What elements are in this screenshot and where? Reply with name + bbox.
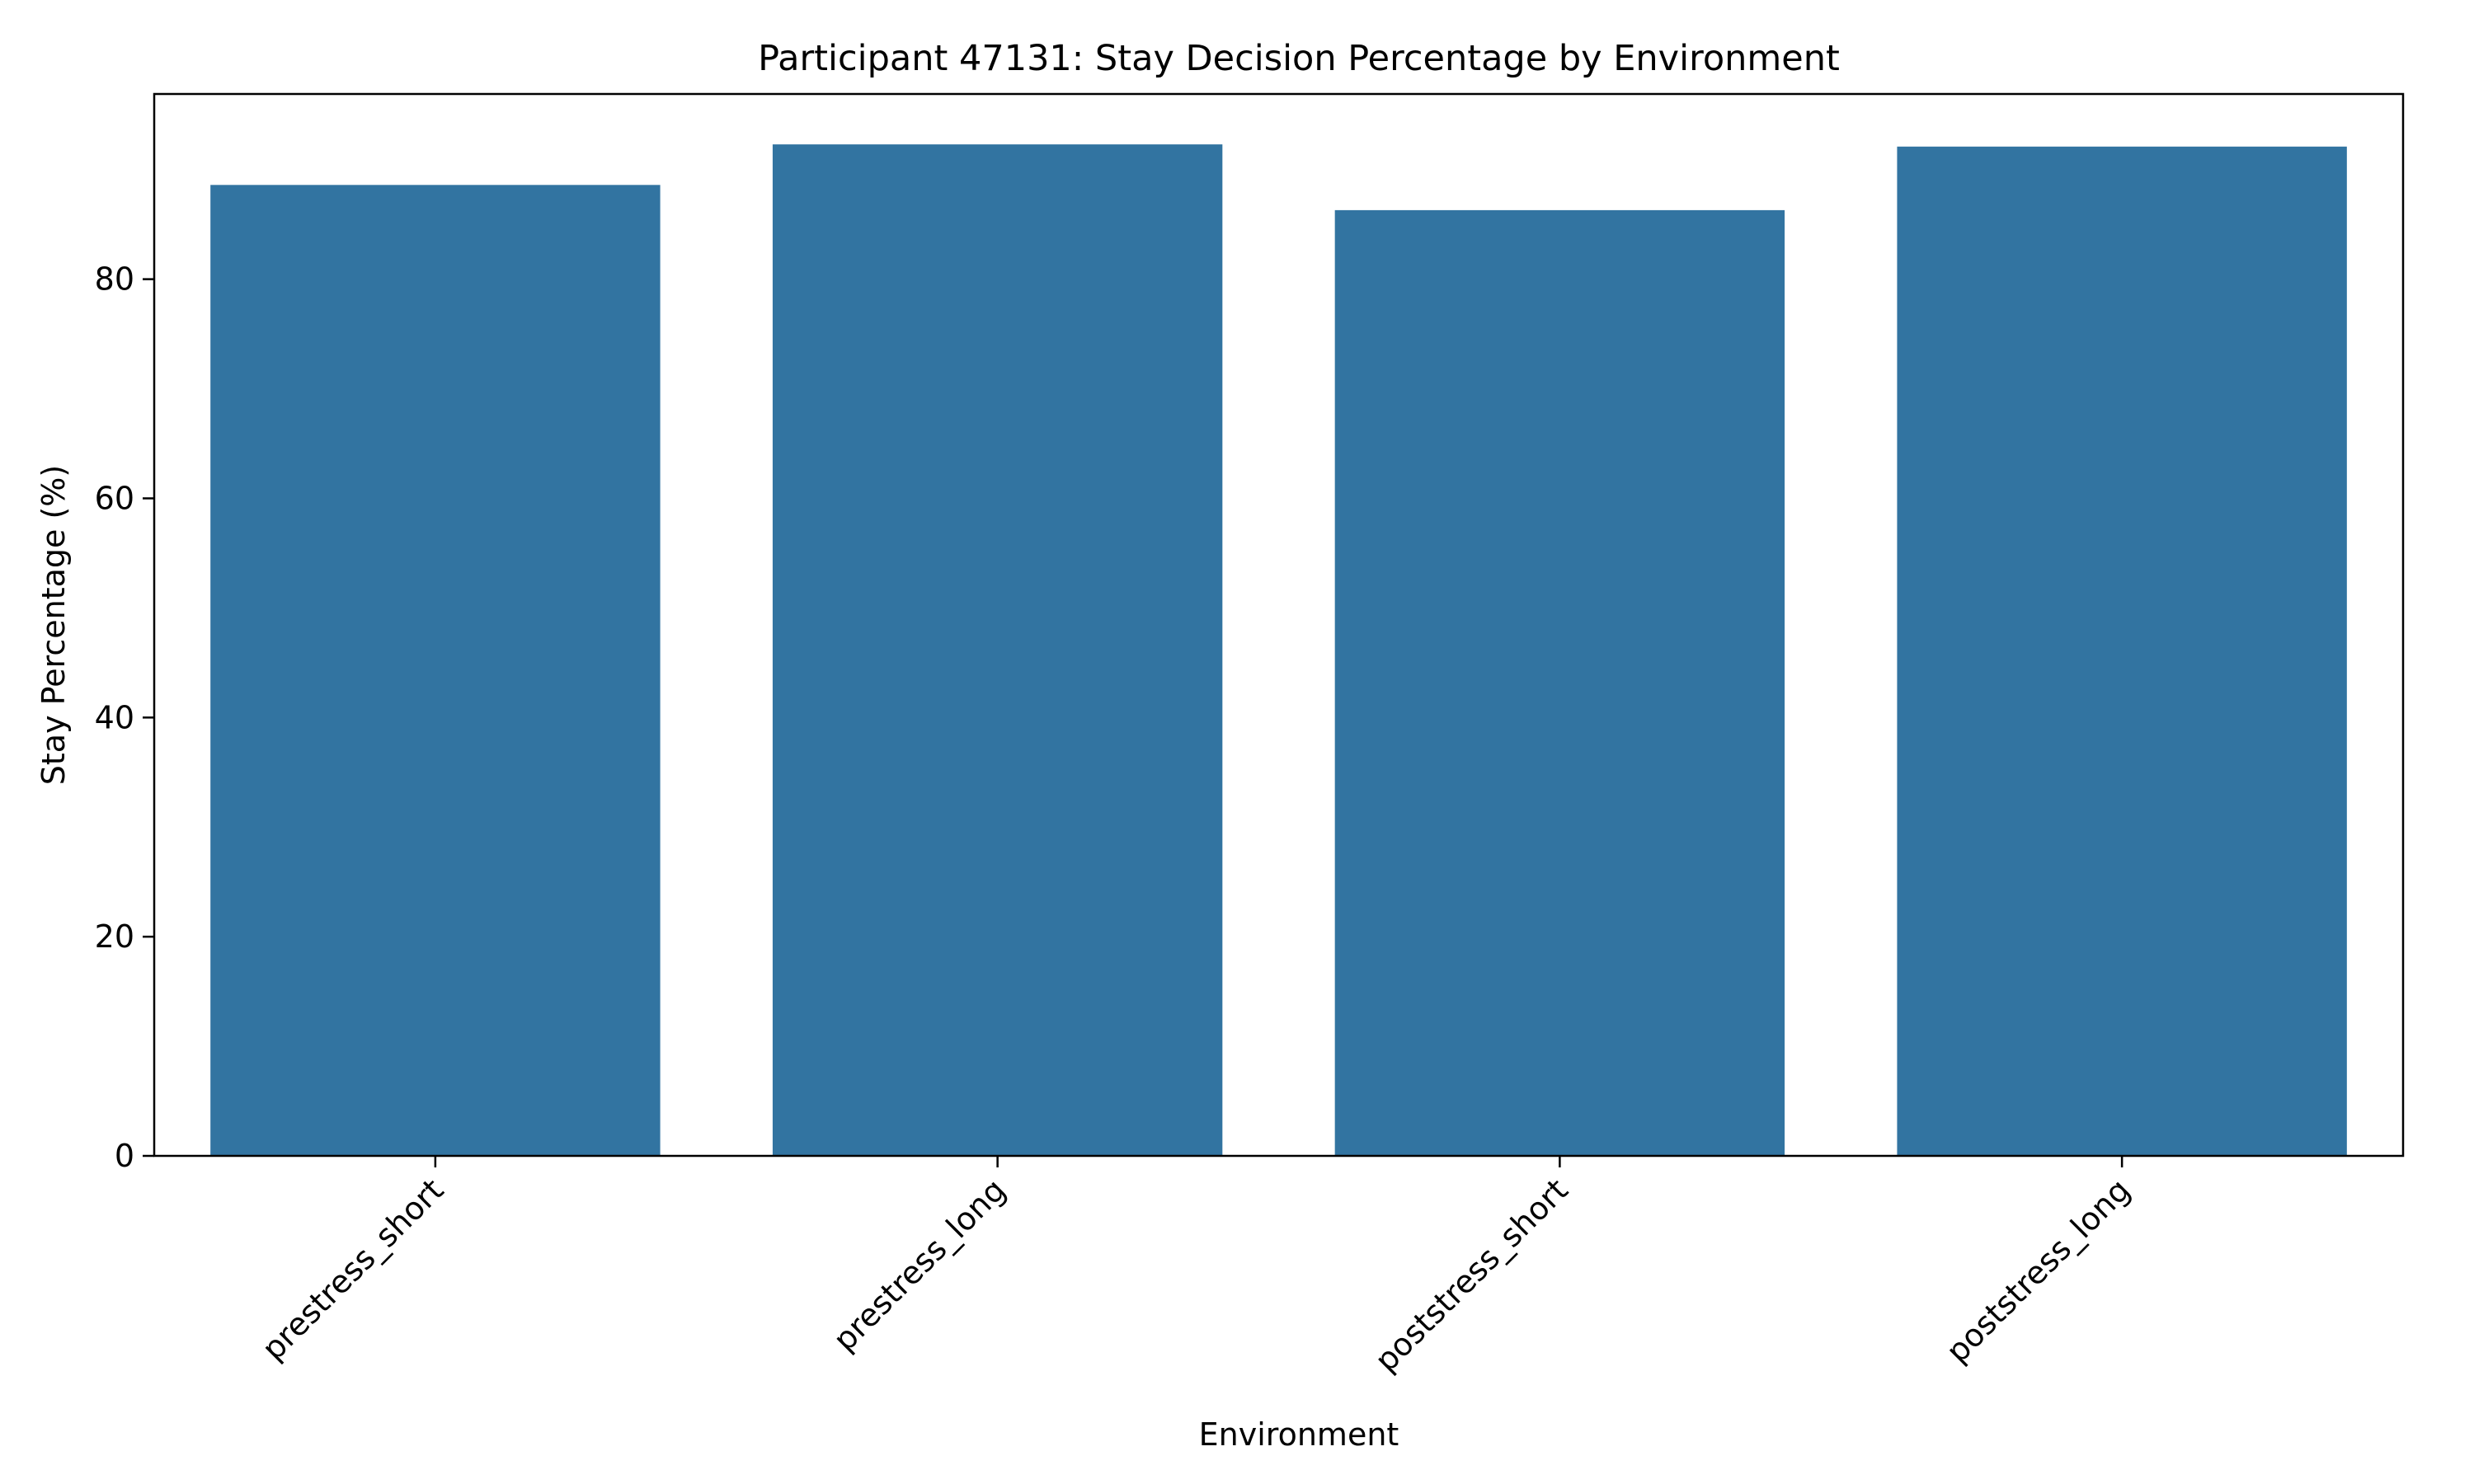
bar-poststress-long bbox=[1897, 146, 2347, 1156]
chart-title: Participant 47131: Stay Decision Percent… bbox=[758, 38, 1840, 79]
bar-prestress-long bbox=[772, 144, 1223, 1156]
y-tick-label: 20 bbox=[95, 918, 134, 955]
y-tick-label: 80 bbox=[95, 261, 134, 298]
y-tick-label: 40 bbox=[95, 699, 134, 735]
y-tick-label: 60 bbox=[95, 480, 134, 516]
x-axis-label: Environment bbox=[1199, 1416, 1399, 1453]
axes-layer bbox=[153, 92, 2405, 1158]
plot-frame bbox=[153, 92, 2405, 1158]
y-tick-label: 0 bbox=[115, 1138, 134, 1174]
y-axis-label: Stay Percentage (%) bbox=[35, 465, 72, 785]
bar-poststress-short bbox=[1334, 209, 1785, 1156]
bar-prestress-short bbox=[210, 185, 661, 1156]
bars-layer bbox=[210, 144, 2347, 1156]
